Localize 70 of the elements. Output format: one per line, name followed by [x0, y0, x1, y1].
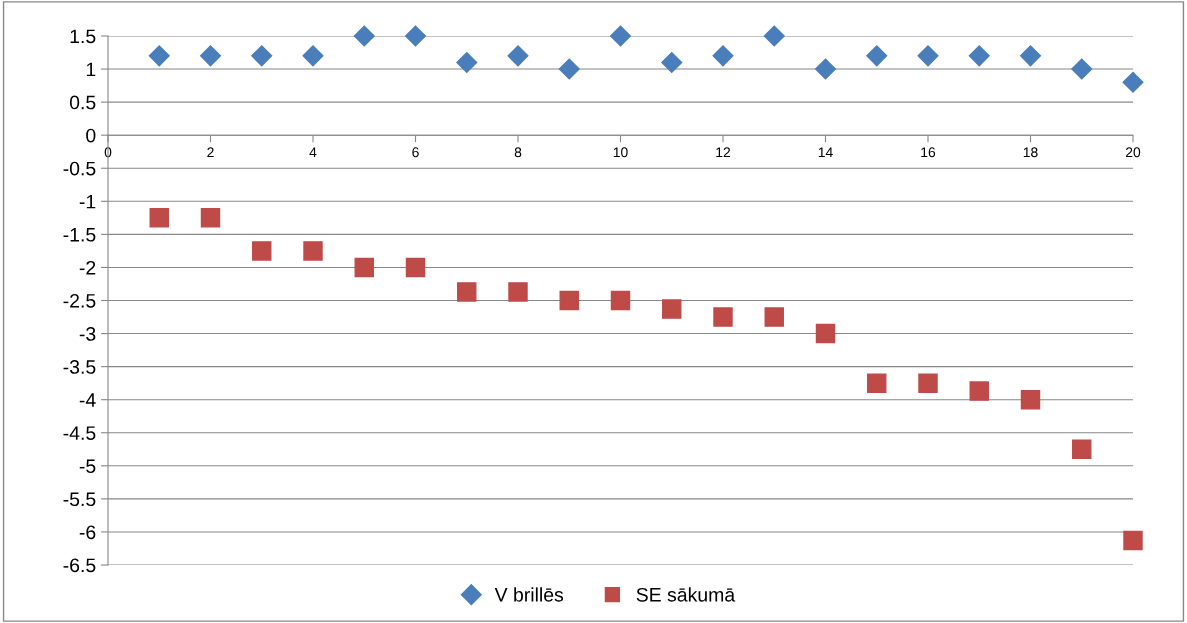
x-tick-label: 0: [104, 147, 112, 158]
point: [867, 373, 887, 393]
point: [302, 45, 324, 67]
point: [814, 58, 837, 80]
point: [1072, 439, 1092, 460]
point: [404, 25, 427, 47]
y-tick-label: 1.5: [70, 29, 96, 44]
x-tick-label: 12: [716, 147, 731, 158]
x-tick-label: 16: [921, 147, 936, 158]
x-tick-label: 10: [613, 147, 628, 158]
point: [763, 25, 785, 47]
y-tick-label: -6.5: [63, 558, 96, 573]
y-tick-label: -4.5: [63, 426, 96, 440]
point: [508, 282, 528, 302]
y-tick-label: -2: [79, 260, 96, 275]
point: [354, 257, 374, 278]
point: [149, 208, 169, 228]
x-tick-label: 20: [1125, 147, 1141, 158]
y-tick-label: 1: [86, 62, 96, 77]
point: [1071, 58, 1093, 80]
y-tick-label: -1.5: [63, 228, 96, 242]
y-tick-label: -0.5: [63, 161, 96, 176]
point: [200, 208, 221, 228]
x-tick-label: 14: [818, 147, 833, 158]
point: [661, 51, 683, 73]
point: [662, 299, 682, 319]
point: [507, 45, 529, 67]
point: [815, 323, 836, 344]
point: [457, 282, 477, 302]
y-tick-label: -5: [79, 459, 96, 474]
point: [1020, 389, 1041, 410]
y-tick-label: 0: [86, 128, 96, 143]
y-tick-label: -2.5: [63, 293, 96, 308]
legend-label: V brillēs: [494, 587, 564, 602]
point: [405, 257, 426, 278]
point: [866, 45, 888, 67]
point: [456, 51, 478, 73]
point: [968, 45, 990, 67]
point: [712, 45, 734, 67]
point: [252, 241, 272, 261]
point: [1123, 530, 1143, 551]
point: [610, 290, 631, 311]
x-tick-label: 2: [207, 147, 214, 158]
x-tick-label: 4: [309, 147, 317, 158]
point: [1122, 71, 1144, 93]
point: [917, 45, 939, 67]
x-tick-label: 18: [1023, 147, 1038, 158]
x-tick-label: 8: [514, 147, 522, 158]
y-tick-label: -5.5: [63, 492, 96, 507]
y-tick-label: -3: [79, 327, 96, 341]
point: [764, 307, 784, 327]
point: [199, 45, 222, 67]
point: [303, 241, 323, 261]
point: [918, 373, 938, 393]
legend-label: SE sākumā: [636, 587, 736, 602]
x-tick-label: 6: [412, 147, 419, 158]
y-tick-label: -3.5: [63, 360, 96, 374]
y-tick-label: 0.5: [69, 95, 96, 110]
point: [969, 381, 989, 401]
point: [1019, 45, 1042, 67]
point: [609, 25, 632, 47]
y-tick-label: -6: [79, 525, 96, 540]
y-tick-label: -4: [79, 393, 96, 407]
point: [713, 307, 733, 327]
point: [148, 45, 170, 67]
point: [558, 58, 580, 80]
y-tick-label: -1: [79, 194, 96, 209]
point: [559, 290, 579, 311]
point: [353, 25, 375, 47]
point: [251, 45, 273, 67]
